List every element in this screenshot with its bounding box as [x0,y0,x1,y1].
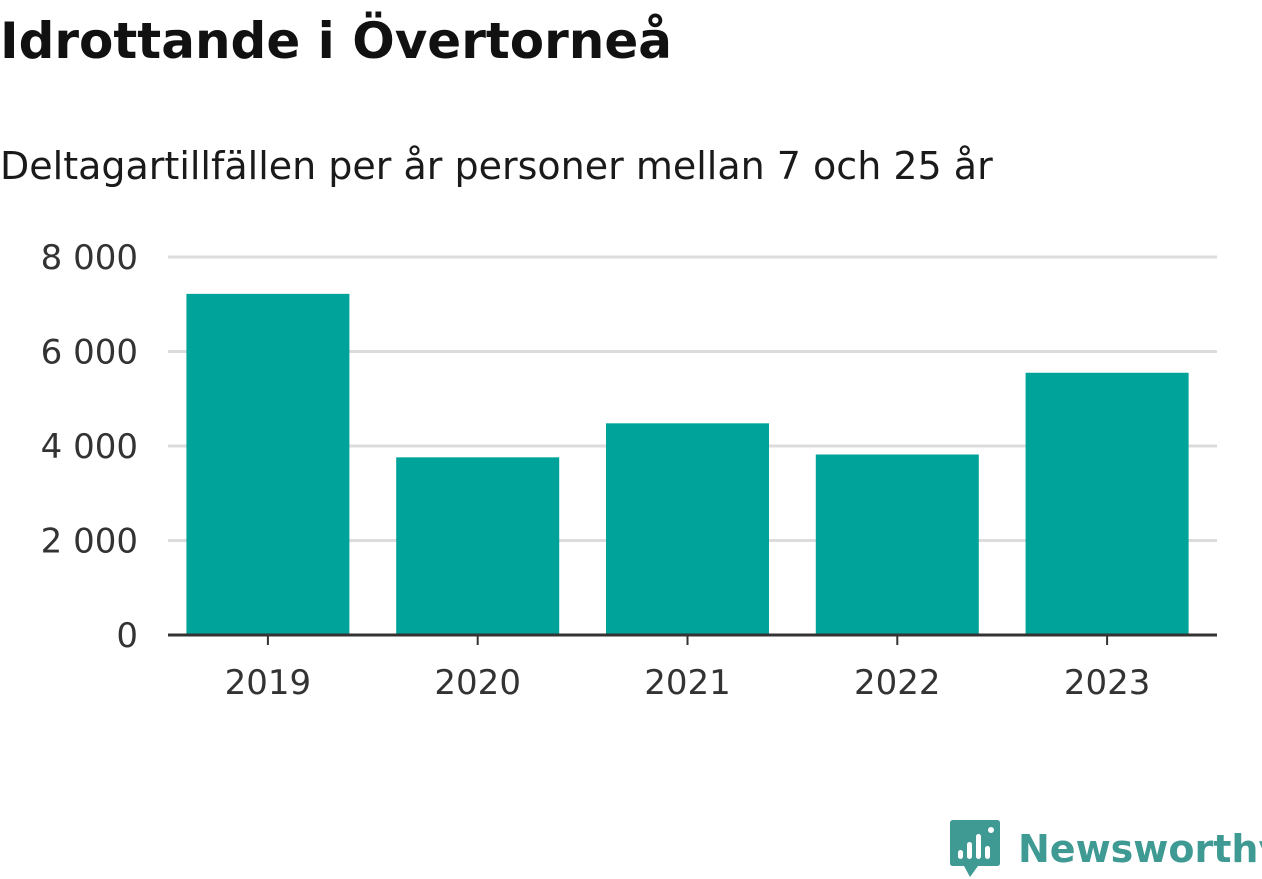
y-tick-label: 0 [116,616,138,656]
bar-2020 [396,457,560,635]
x-tick-label: 2021 [644,663,731,703]
y-tick-label: 4 000 [41,427,138,467]
newsworthy-logo-icon [950,820,1000,877]
y-tick-label: 2 000 [41,522,138,562]
bar-2021 [606,423,769,635]
newsworthy-logo: Newsworthy [950,820,1262,878]
x-tick-label: 2022 [854,663,941,703]
bars [186,293,1189,635]
bar-2023 [1025,372,1189,635]
x-axis [168,633,1217,645]
x-tick-label: 2019 [225,663,312,703]
chart-title: Idrottande i Övertorneå [0,12,673,70]
bar-2019 [186,293,350,635]
bar-2022 [815,454,979,635]
x-tick-label: 2020 [434,663,521,703]
y-tick-label: 6 000 [41,333,138,373]
chart-subtitle: Deltagartillfällen per år personer mella… [0,144,993,188]
tick-labels: 0 2 000 4 000 6 000 8 000 2019 2020 2021 2022 202… [41,238,1151,703]
brand-name: Newsworthy [1018,827,1262,871]
x-tick-label: 2023 [1064,663,1151,703]
y-tick-label: 8 000 [41,238,138,278]
